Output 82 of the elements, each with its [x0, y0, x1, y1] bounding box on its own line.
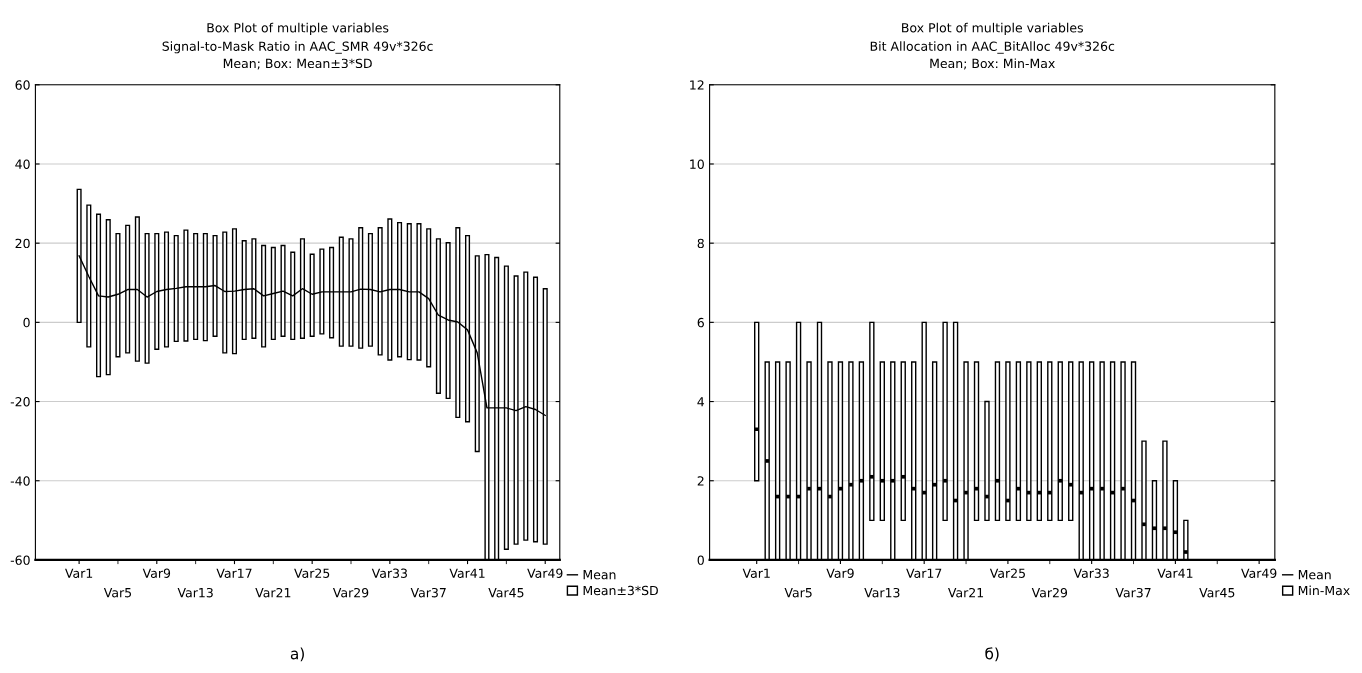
point	[870, 474, 874, 479]
legend-label: Mean±3*SD	[583, 585, 658, 596]
bar	[1047, 361, 1053, 522]
point	[890, 478, 895, 483]
point	[807, 486, 811, 491]
text: а)	[290, 647, 304, 662]
point	[911, 486, 916, 491]
point	[765, 459, 770, 463]
y-tick-label: -60	[10, 555, 30, 565]
x-tick-label: Var21	[255, 587, 291, 598]
x-tick-label: Var25	[294, 568, 330, 578]
bar	[994, 361, 1001, 522]
point	[943, 478, 947, 483]
y-tick-label: 0	[23, 317, 30, 328]
point	[754, 427, 759, 432]
x-tick-label: Var9	[142, 568, 171, 578]
x-tick-label: Var1	[65, 568, 93, 578]
bar	[900, 361, 906, 522]
x-tick-label: Var49	[1241, 568, 1277, 578]
x-tick-label: Var17	[906, 568, 942, 578]
y-tick-label: 6	[697, 317, 704, 328]
bar	[1005, 361, 1011, 522]
point	[1142, 522, 1146, 527]
bar	[1057, 361, 1063, 522]
y-tick-label: 60	[15, 80, 30, 90]
point	[1068, 482, 1073, 487]
x-tick-label: Var49	[527, 568, 563, 578]
y-tick-label: 8	[697, 238, 704, 249]
x-tick-label: Var37	[410, 587, 446, 598]
x-tick-label: Var17	[216, 568, 252, 578]
x-tick-label: Var21	[948, 587, 984, 598]
bar	[1036, 361, 1043, 522]
x-tick-label: Var1	[742, 568, 770, 578]
x-tick-label: Var25	[989, 568, 1025, 578]
point	[1163, 526, 1167, 531]
y-tick-label: 2	[697, 476, 704, 486]
chart-subtitle: Signal-to-Mask Ratio in AAC_SMR 49v*326c Mean; Box: Mean±3*SD	[162, 41, 433, 70]
bar	[1015, 361, 1022, 522]
y-tick-label: 20	[15, 238, 30, 249]
point	[1184, 550, 1188, 554]
y-tick-label: 4	[697, 397, 705, 407]
point	[849, 482, 853, 487]
legend-label: Mean	[583, 570, 616, 580]
x-tick-label: Var33	[371, 568, 407, 578]
x-tick-label: Var41	[449, 568, 485, 578]
bar	[1026, 361, 1032, 522]
x-tick-label: Var5	[103, 588, 132, 598]
x-tick-label: Var45	[1199, 588, 1235, 598]
x-tick-label: Var37	[1115, 587, 1151, 598]
x-tick-label: Var29	[332, 587, 369, 598]
chart-subtitle: Bit Allocation in AAC_BitAlloc 49v*326c Mean; Box: Min-Max	[870, 41, 1115, 70]
y-tick-label: 40	[15, 159, 30, 169]
x-tick-label: Var41	[1157, 568, 1193, 578]
bar	[869, 321, 875, 522]
bar	[1068, 361, 1074, 522]
legend-label: Min-Max	[1298, 585, 1350, 596]
bar	[879, 361, 885, 522]
point	[880, 478, 885, 483]
point	[1121, 486, 1125, 491]
legend-label: Mean	[1298, 570, 1331, 580]
point	[1100, 486, 1104, 491]
chart-title: Box Plot of multiple variables	[902, 22, 1083, 35]
y-tick-label: 0	[697, 555, 704, 565]
bar	[973, 361, 980, 522]
text: б)	[985, 647, 999, 662]
y-tick-label: -40	[10, 476, 30, 486]
x-tick-label: Var9	[826, 568, 854, 578]
y-tick-label: -20	[10, 397, 30, 407]
chart-title: Box Plot of multiple variables	[207, 22, 389, 35]
y-tick-label: 12	[690, 80, 704, 90]
x-tick-label: Var13	[864, 587, 900, 598]
x-tick-label: Var13	[177, 587, 213, 598]
x-tick-label: Var29	[1031, 587, 1068, 598]
y-tick-label: 10	[690, 159, 704, 169]
bar	[754, 321, 760, 482]
point	[1058, 478, 1063, 483]
x-tick-label: Var45	[488, 588, 524, 598]
x-tick-label: Var5	[784, 588, 812, 598]
bar	[942, 321, 948, 522]
bar	[984, 400, 990, 522]
x-tick-label: Var33	[1073, 568, 1109, 578]
point	[901, 474, 906, 479]
